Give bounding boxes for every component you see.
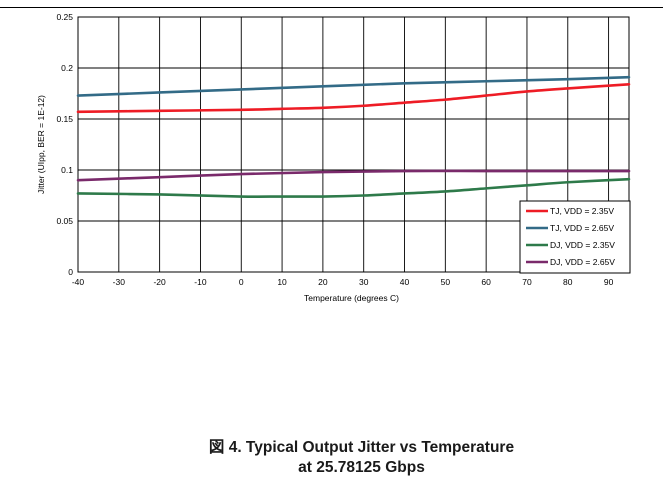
x-tick-label: 70 <box>522 277 532 287</box>
legend-label-1: TJ, VDD = 2.35V <box>550 206 614 216</box>
y-axis-label: Jitter (UIpp, BER = 1E-12) <box>36 95 46 194</box>
y-tick-label: 0.05 <box>56 216 73 226</box>
y-tick-label: 0.2 <box>61 63 73 73</box>
y-tick-label: 0.25 <box>56 12 73 22</box>
jitter-chart: -40 -30 -20 -10 0 10 20 30 40 50 60 70 80 90 0 0.05 0.1 0… <box>36 12 631 303</box>
x-tick-label: 30 <box>359 277 369 287</box>
x-tick-label: 50 <box>441 277 451 287</box>
x-axis-label: Temperature (degrees C) <box>304 293 399 303</box>
legend-label-4: DJ, VDD = 2.65V <box>550 257 615 267</box>
caption-line-1: 図 4. Typical Output Jitter vs Temperatur… <box>208 439 515 456</box>
legend-label-2: TJ, VDD = 2.65V <box>550 223 614 233</box>
x-tick-label: -40 <box>72 277 85 287</box>
series-line-4 <box>76 169 631 182</box>
x-tick-label: -10 <box>194 277 207 287</box>
y-tick-label: 0.15 <box>56 114 73 124</box>
series-line-3 <box>76 177 631 198</box>
x-tick-label: 20 <box>318 277 328 287</box>
top-rule <box>0 7 663 8</box>
plot-border <box>77 16 630 273</box>
y-tick-label: 0.1 <box>61 165 73 175</box>
series-line-2 <box>76 75 631 97</box>
x-tick-label: 80 <box>563 277 573 287</box>
figure-caption: 図 4. Typical Output Jitter vs Temperatur… <box>0 438 663 478</box>
y-tick-label: 0 <box>68 267 73 277</box>
x-tick-label: 40 <box>400 277 410 287</box>
x-tick-label: -30 <box>113 277 126 287</box>
x-tick-label: 90 <box>604 277 614 287</box>
x-tick-label: 60 <box>481 277 491 287</box>
x-tick-label: 0 <box>239 277 244 287</box>
legend-label-3: DJ, VDD = 2.35V <box>550 240 615 250</box>
caption-line-2: at 25.78125 Gbps <box>298 459 425 476</box>
series-line-1 <box>76 83 631 114</box>
x-tick-label: 10 <box>277 277 287 287</box>
x-tick-label: -20 <box>153 277 166 287</box>
